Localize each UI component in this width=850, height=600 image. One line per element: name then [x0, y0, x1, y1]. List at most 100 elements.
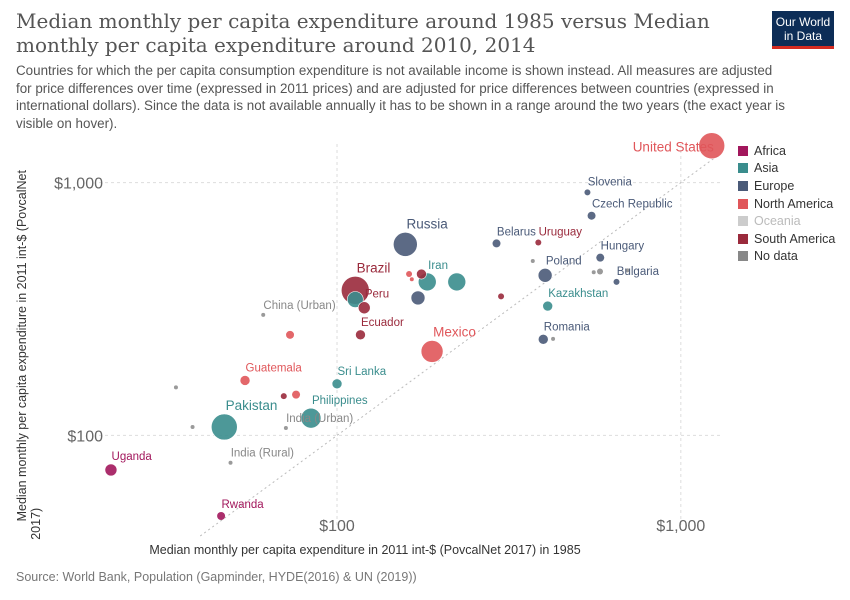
- point-unlabeled[interactable]: [591, 270, 596, 275]
- legend-label: Europe: [754, 178, 795, 193]
- point-unlabeled[interactable]: [498, 293, 505, 300]
- data-points: [104, 132, 726, 520]
- legend-swatch: [738, 145, 748, 156]
- label-peru: Peru: [365, 289, 389, 301]
- label-czech-republic: Czech Republic: [592, 199, 673, 211]
- legend-swatch: [738, 233, 748, 244]
- point-pakistan[interactable]: [210, 413, 238, 441]
- label-uganda: Uganda: [112, 451, 153, 463]
- point-peru[interactable]: [357, 301, 371, 315]
- label-kazakhstan: Kazakhstan: [548, 288, 608, 300]
- point-india-rural[interactable]: [228, 460, 233, 465]
- legend-item-oceania[interactable]: Oceania: [738, 212, 835, 230]
- label-united-states: United States: [633, 140, 714, 155]
- point-czech-republic[interactable]: [587, 211, 596, 220]
- data-labels: United States Slovenia Czech Republic Russi…: [112, 140, 714, 511]
- legend-swatch: [738, 163, 748, 174]
- point-china-urban[interactable]: [261, 312, 266, 317]
- diagonal-reference-line: [199, 153, 721, 537]
- point-unlabeled[interactable]: [416, 268, 427, 280]
- point-ecuador[interactable]: [355, 329, 366, 341]
- legend-label: No data: [754, 249, 798, 264]
- y-axis-label: Median monthly per capita expenditure in…: [15, 167, 43, 540]
- legend-item-south-america[interactable]: South America: [738, 230, 835, 248]
- point-philippines[interactable]: [300, 407, 322, 429]
- label-iran: Iran: [428, 260, 448, 272]
- label-russia: Russia: [407, 216, 449, 231]
- point-unlabeled[interactable]: [530, 258, 535, 263]
- label-india-rural: India (Rural): [231, 448, 294, 460]
- legend-swatch: [738, 180, 748, 191]
- chart-subtitle: Countries for which the per capita consu…: [16, 63, 785, 131]
- legend-item-europe[interactable]: Europe: [738, 177, 835, 195]
- label-sri-lanka: Sri Lanka: [338, 366, 387, 378]
- legend-swatch: [738, 251, 748, 262]
- point-rwanda[interactable]: [217, 511, 226, 520]
- point-bulgaria[interactable]: [613, 278, 620, 285]
- logo-line-2: in Data: [783, 29, 823, 43]
- label-poland: Poland: [546, 255, 582, 267]
- point-mexico[interactable]: [420, 340, 444, 363]
- label-mexico: Mexico: [433, 324, 476, 339]
- label-rwanda: Rwanda: [221, 499, 264, 511]
- label-india-urban: India (Urban): [286, 413, 353, 425]
- label-uruguay: Uruguay: [539, 226, 583, 238]
- y-tick-label: $100: [67, 428, 103, 445]
- owid-logo[interactable]: Our World in Data: [772, 11, 834, 49]
- point-guatemala[interactable]: [239, 375, 251, 386]
- axis-ticks: $100 $1,000 $100 $1,000: [54, 176, 705, 535]
- point-russia[interactable]: [393, 232, 418, 257]
- point-unlabeled[interactable]: [597, 268, 604, 275]
- point-unlabeled[interactable]: [447, 272, 467, 292]
- point-india-urban[interactable]: [283, 425, 288, 430]
- legend-label: Oceania: [754, 214, 801, 229]
- legend-label: South America: [754, 231, 836, 246]
- point-belarus[interactable]: [492, 239, 501, 248]
- point-unlabeled[interactable]: [280, 393, 287, 400]
- label-ecuador: Ecuador: [361, 317, 404, 329]
- label-slovenia: Slovenia: [588, 176, 633, 188]
- chart-title: Median monthly per capita expenditure ar…: [16, 9, 710, 57]
- point-romania[interactable]: [537, 334, 549, 345]
- legend-item-north-america[interactable]: North America: [738, 195, 835, 213]
- point-unlabeled[interactable]: [346, 291, 364, 308]
- label-bulgaria: Bulgaria: [617, 266, 660, 278]
- point-unlabeled[interactable]: [190, 424, 195, 429]
- point-kazakhstan[interactable]: [542, 300, 554, 312]
- point-unlabeled[interactable]: [292, 390, 301, 399]
- source-note: Source: World Bank, Population (Gapminde…: [16, 570, 417, 584]
- legend-swatch: [738, 216, 748, 227]
- legend-item-asia[interactable]: Asia: [738, 160, 835, 178]
- legend-label: Asia: [754, 161, 779, 176]
- label-hungary: Hungary: [601, 241, 645, 253]
- point-unlabeled[interactable]: [173, 385, 178, 390]
- y-tick-label: $1,000: [54, 176, 103, 193]
- legend-item-no-data[interactable]: No data: [738, 248, 835, 266]
- point-uruguay[interactable]: [535, 239, 542, 246]
- legend-item-africa[interactable]: Africa: [738, 142, 835, 160]
- point-sri-lanka[interactable]: [331, 378, 343, 390]
- label-china-urban: China (Urban): [263, 300, 335, 312]
- x-tick-label: $1,000: [656, 518, 705, 535]
- point-unlabeled[interactable]: [410, 290, 426, 306]
- legend-label: Africa: [754, 143, 786, 158]
- point-unlabeled[interactable]: [406, 271, 413, 278]
- x-axis-label: Median monthly per capita expenditure in…: [149, 543, 580, 557]
- label-philippines: Philippines: [312, 395, 368, 407]
- label-guatemala: Guatemala: [246, 362, 303, 374]
- label-belarus: Belarus: [497, 226, 536, 238]
- point-unlabeled[interactable]: [551, 336, 556, 341]
- point-united-states[interactable]: [698, 132, 726, 160]
- legend-swatch: [738, 198, 748, 209]
- point-uganda[interactable]: [104, 463, 118, 477]
- point-hungary[interactable]: [596, 253, 605, 262]
- point-poland[interactable]: [537, 268, 553, 283]
- point-unlabeled[interactable]: [286, 330, 295, 339]
- point-unlabeled[interactable]: [409, 277, 414, 282]
- point-slovenia[interactable]: [584, 189, 591, 196]
- point-unlabeled[interactable]: [625, 268, 630, 273]
- legend-label: North America: [754, 196, 834, 211]
- label-brazil: Brazil: [357, 260, 391, 275]
- legend: Africa Asia Europe North America Oceania Sout…: [738, 142, 835, 265]
